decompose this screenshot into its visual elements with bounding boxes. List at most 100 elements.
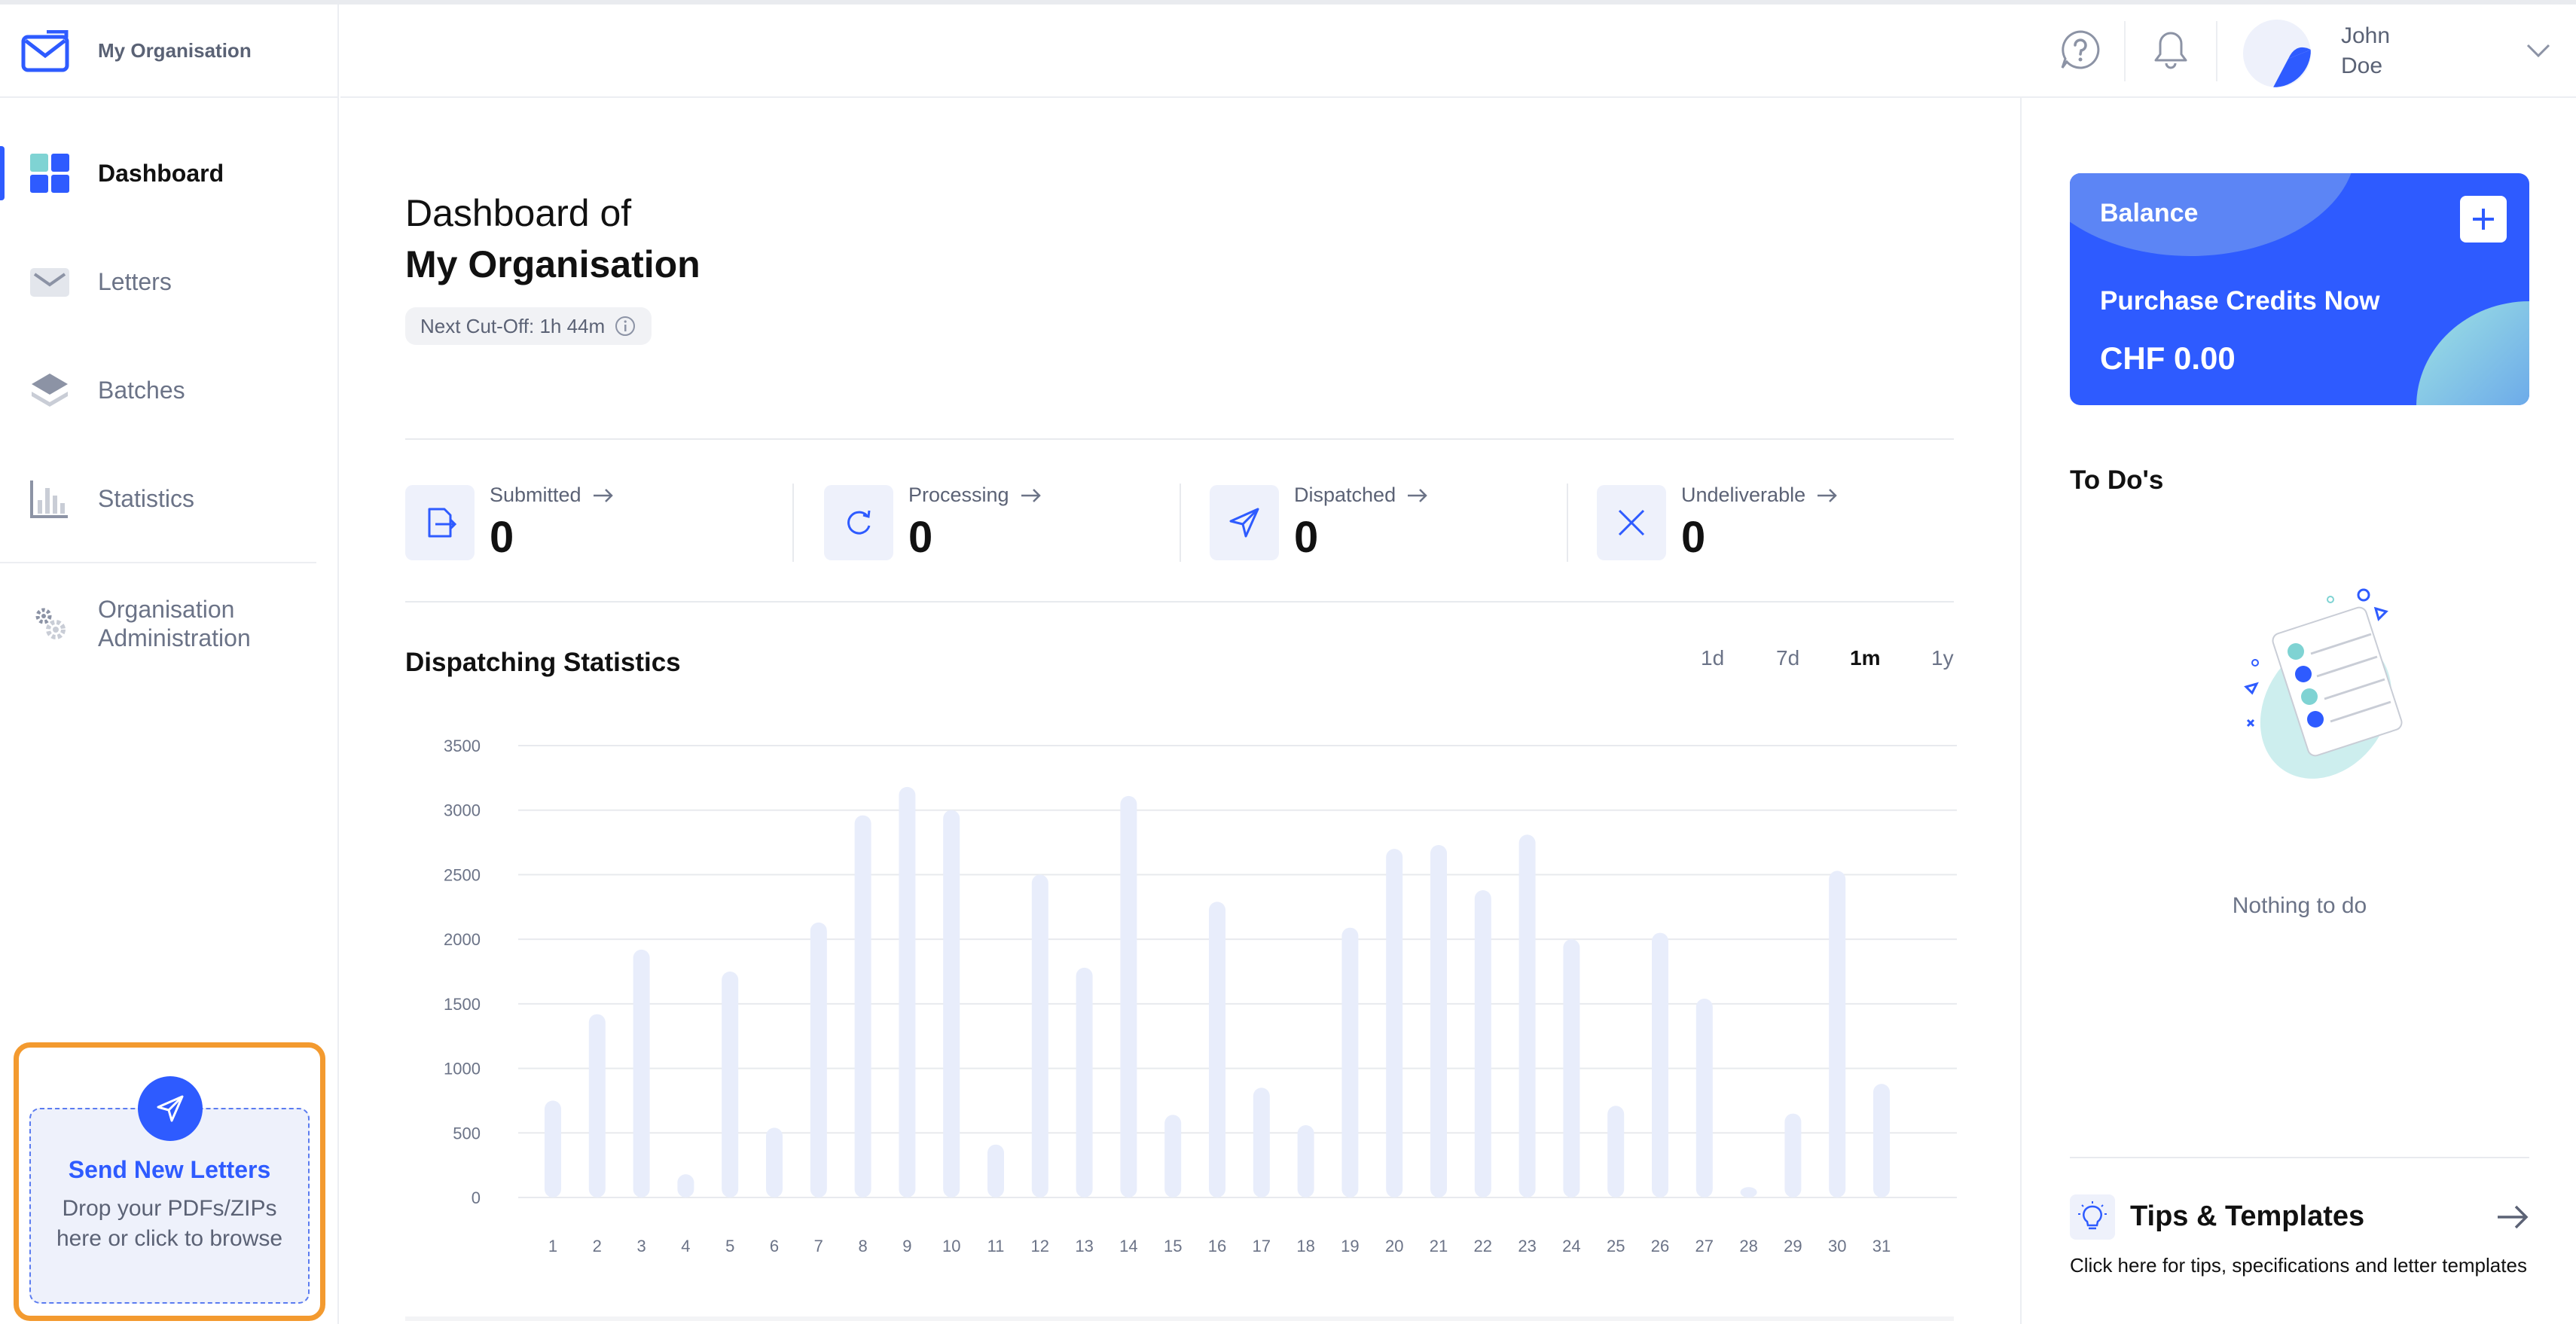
arrow-right-icon[interactable] [2496,1203,2529,1231]
balance-card[interactable]: Balance Purchase Credits Now CHF 0.00 [2070,173,2529,405]
x-tick-label: 27 [1695,1237,1714,1255]
stat-label-text: Dispatched [1294,484,1396,506]
stat-processing[interactable]: Processing 0 [824,484,1201,566]
plus-icon [2473,209,2494,230]
chart-bar [1164,1115,1182,1197]
sidebar-item-label: Dashboard [98,159,224,187]
sidebar-item-organisation-administration[interactable]: Organisation Administration [0,586,339,661]
send-letters-button[interactable] [138,1076,203,1141]
sidebar-item-letters[interactable]: Letters [0,244,339,319]
refresh-icon [847,510,871,535]
user-first-name: John [2341,23,2391,48]
dropzone-subtitle: Drop your PDFs/ZIPs here or click to bro… [56,1196,283,1251]
y-tick-label: 3000 [444,801,481,820]
stat-dispatched[interactable]: Dispatched 0 [1210,484,1586,566]
stat-value: 0 [1294,513,1319,562]
send-letters-dropzone-highlight: Send New Letters Drop your PDFs/ZIPs her… [14,1042,325,1321]
bell-icon[interactable] [2148,27,2193,72]
brand-bar[interactable]: My Organisation [0,5,339,98]
x-tick-label: 2 [593,1237,602,1255]
file-import-icon [428,508,457,538]
chart-bar [1341,927,1359,1197]
y-tick-label: 2500 [444,865,481,884]
stat-divider [1180,484,1181,562]
x-tick-label: 12 [1031,1237,1049,1255]
chart-bar [810,922,827,1197]
main-content: Dashboard of My Organisation Next Cut-Of… [340,98,2020,1324]
send-icon [1229,508,1259,538]
x-tick-label: 1 [548,1237,557,1255]
x-tick-label: 8 [858,1237,867,1255]
y-tick-label: 1500 [444,995,481,1014]
chart-bar [1652,932,1668,1197]
arrow-right-icon [1818,488,1837,502]
chart-bar [1076,967,1093,1197]
page-title-org: My Organisation [405,243,700,285]
range-7d[interactable]: 7d [1776,646,1800,670]
chart-bar [1563,939,1580,1197]
header-divider [2216,21,2217,81]
purchase-credits-link[interactable]: Purchase Credits Now [2100,286,2380,316]
x-tick-label: 25 [1607,1237,1625,1255]
stat-submitted[interactable]: Submitted 0 [405,484,782,566]
x-tick-label: 23 [1518,1237,1536,1255]
x-tick-label: 11 [987,1237,1005,1255]
y-tick-label: 500 [453,1124,481,1142]
stat-icon-box [1597,485,1666,560]
stat-label-text: Processing [908,484,1009,506]
user-name[interactable]: John Doe [2341,21,2390,81]
range-1d[interactable]: 1d [1701,646,1725,670]
chart-section-title: Dispatching Statistics [405,648,681,677]
sidebar-item-label: Organisation Administration [98,596,251,651]
arrow-right-icon [1408,488,1427,502]
chart-bar [1386,849,1403,1197]
chart-bar [1873,1084,1890,1197]
balance-title: Balance [2100,199,2199,227]
chart-bar [943,810,960,1197]
y-tick-label: 2000 [444,930,481,949]
stat-icon-box [824,485,893,560]
stat-label: Undeliverable [1681,484,1839,507]
chart-bar [1031,874,1048,1197]
range-1y[interactable]: 1y [1931,646,1954,670]
cutoff-badge: Next Cut-Off: 1h 44m [405,307,652,345]
chart-bar [1695,999,1713,1197]
chart-bar [545,1100,561,1197]
avatar[interactable] [2243,20,2311,87]
info-icon[interactable] [614,315,636,337]
sidebar-item-label: Letters [98,267,172,295]
range-1m[interactable]: 1m [1850,646,1881,670]
x-tick-label: 16 [1208,1237,1226,1255]
x-tick-label: 17 [1253,1237,1271,1255]
tips-title[interactable]: Tips & Templates [2130,1200,2365,1232]
stat-label: Submitted [490,484,615,507]
gears-icon [35,608,66,639]
stat-divider [1567,484,1568,562]
chevron-down-icon[interactable] [2523,35,2553,65]
x-tick-label: 21 [1430,1237,1448,1255]
send-icon [157,1095,184,1122]
x-tick-label: 4 [681,1237,690,1255]
x-tick-label: 10 [942,1237,960,1255]
sidebar-item-dashboard[interactable]: Dashboard [0,136,339,211]
stat-value: 0 [490,513,514,562]
help-icon[interactable] [2058,27,2103,72]
stat-divider [792,484,794,562]
sidebar-item-statistics[interactable]: Statistics [0,461,339,536]
chart-bar [1209,901,1225,1197]
chart-bar [1253,1088,1270,1197]
chart-bar [722,972,739,1197]
x-tick-label: 20 [1385,1237,1403,1255]
stat-undeliverable[interactable]: Undeliverable 0 [1597,484,1973,566]
add-credits-button[interactable] [2460,196,2507,243]
chart-bar [1430,845,1447,1197]
x-tick-label: 29 [1784,1237,1802,1255]
stat-label-text: Submitted [490,484,581,506]
bottom-edge [405,1316,1954,1321]
x-tick-label: 28 [1739,1237,1757,1255]
chart-bar [1607,1106,1625,1197]
sidebar-item-batches[interactable]: Batches [0,352,339,428]
tips-description[interactable]: Click here for tips, specifications and … [2070,1254,2527,1277]
x-tick-label: 5 [725,1237,734,1255]
